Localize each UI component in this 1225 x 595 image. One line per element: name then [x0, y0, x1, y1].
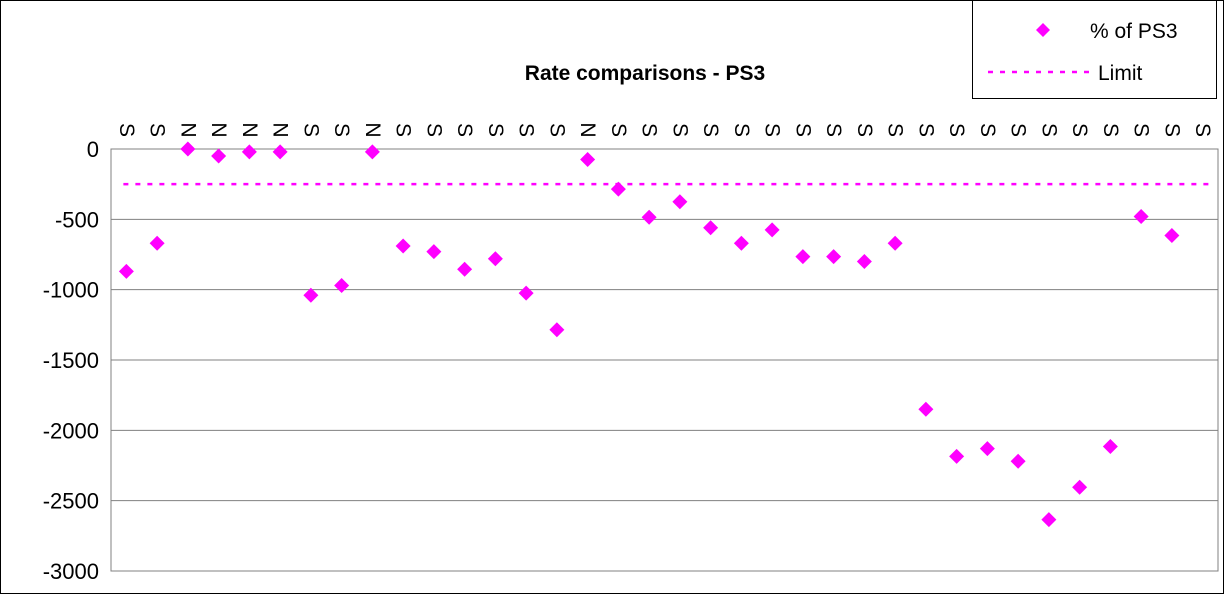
data-point [549, 322, 565, 338]
y-tick-label: 0 [87, 137, 99, 162]
data-point [1164, 228, 1180, 244]
category-label: S [1007, 123, 1030, 137]
data-point [641, 209, 657, 225]
data-point [949, 448, 965, 464]
data-point [795, 249, 811, 265]
data-point [334, 277, 350, 293]
y-tick-label: -1500 [43, 348, 99, 373]
category-label: S [330, 123, 353, 137]
category-label: S [115, 123, 138, 137]
category-label: S [791, 123, 814, 137]
data-point [241, 144, 257, 160]
category-label: S [945, 123, 968, 137]
category-label: N [361, 122, 384, 137]
data-point [764, 222, 780, 238]
category-label: S [422, 123, 445, 137]
data-point [672, 194, 688, 210]
category-label: S [1130, 123, 1153, 137]
data-point [580, 152, 596, 168]
category-label: S [545, 123, 568, 137]
category-label: S [822, 123, 845, 137]
data-point [118, 263, 134, 279]
category-label: N [269, 122, 292, 137]
category-label: S [392, 123, 415, 137]
data-point [457, 261, 473, 277]
category-label: S [914, 123, 937, 137]
data-point [272, 144, 288, 160]
category-label: N [238, 122, 261, 137]
y-tick-label: -2500 [43, 489, 99, 514]
y-tick-label: -1000 [43, 278, 99, 303]
y-tick-label: -3000 [43, 559, 99, 584]
data-point [149, 235, 165, 251]
category-label: S [299, 123, 322, 137]
chart-title: Rate comparisons - PS3 [525, 62, 765, 85]
category-label: S [453, 123, 476, 137]
data-point [703, 220, 719, 236]
y-axis-tick-labels: 0 -500 -1000 -1500 -2000 -2500 -3000 [43, 137, 99, 584]
data-point [1010, 453, 1026, 469]
data-point [1133, 209, 1149, 225]
legend-label-percent-of-ps3: % of PS3 [1090, 20, 1178, 43]
category-label: S [884, 123, 907, 137]
data-point [395, 238, 411, 254]
category-label: S [730, 123, 753, 137]
category-label: S [1099, 123, 1122, 137]
y-tick-label: -500 [55, 207, 99, 232]
data-point [826, 249, 842, 265]
data-point [610, 181, 626, 197]
category-label: N [176, 122, 199, 137]
data-point [426, 244, 442, 260]
category-label: S [976, 123, 999, 137]
category-label: N [576, 122, 599, 137]
category-label: S [146, 123, 169, 137]
category-label: S [484, 123, 507, 137]
data-point [887, 235, 903, 251]
plot-area [110, 148, 1219, 572]
category-label: N [207, 122, 230, 137]
data-point [180, 141, 196, 157]
category-label: S [1037, 123, 1060, 137]
category-label: S [1160, 123, 1183, 137]
legend-label-limit: Limit [1098, 62, 1143, 85]
data-point [364, 144, 380, 160]
category-label: S [668, 123, 691, 137]
data-point [918, 401, 934, 417]
data-point [1041, 512, 1057, 528]
data-point [211, 148, 227, 164]
data-point [979, 441, 995, 457]
legend-box [972, 0, 1217, 99]
legend-marker-percent-of-ps3 [1036, 23, 1050, 37]
y-tick-label: -2000 [43, 418, 99, 443]
data-point [487, 251, 503, 267]
data-point [1102, 439, 1118, 455]
data-point [733, 235, 749, 251]
legend: % of PS3 Limit [972, 0, 1217, 99]
data-point [303, 287, 319, 303]
category-label: S [853, 123, 876, 137]
category-label: S [1068, 123, 1091, 137]
data-point [518, 285, 534, 301]
category-label: S [699, 123, 722, 137]
category-label: S [1191, 123, 1214, 137]
data-points [118, 141, 1180, 528]
category-label: S [761, 123, 784, 137]
category-label: S [638, 123, 661, 137]
data-point [856, 254, 872, 270]
category-label: S [515, 123, 538, 137]
category-label: S [607, 123, 630, 137]
data-point [1072, 479, 1088, 495]
